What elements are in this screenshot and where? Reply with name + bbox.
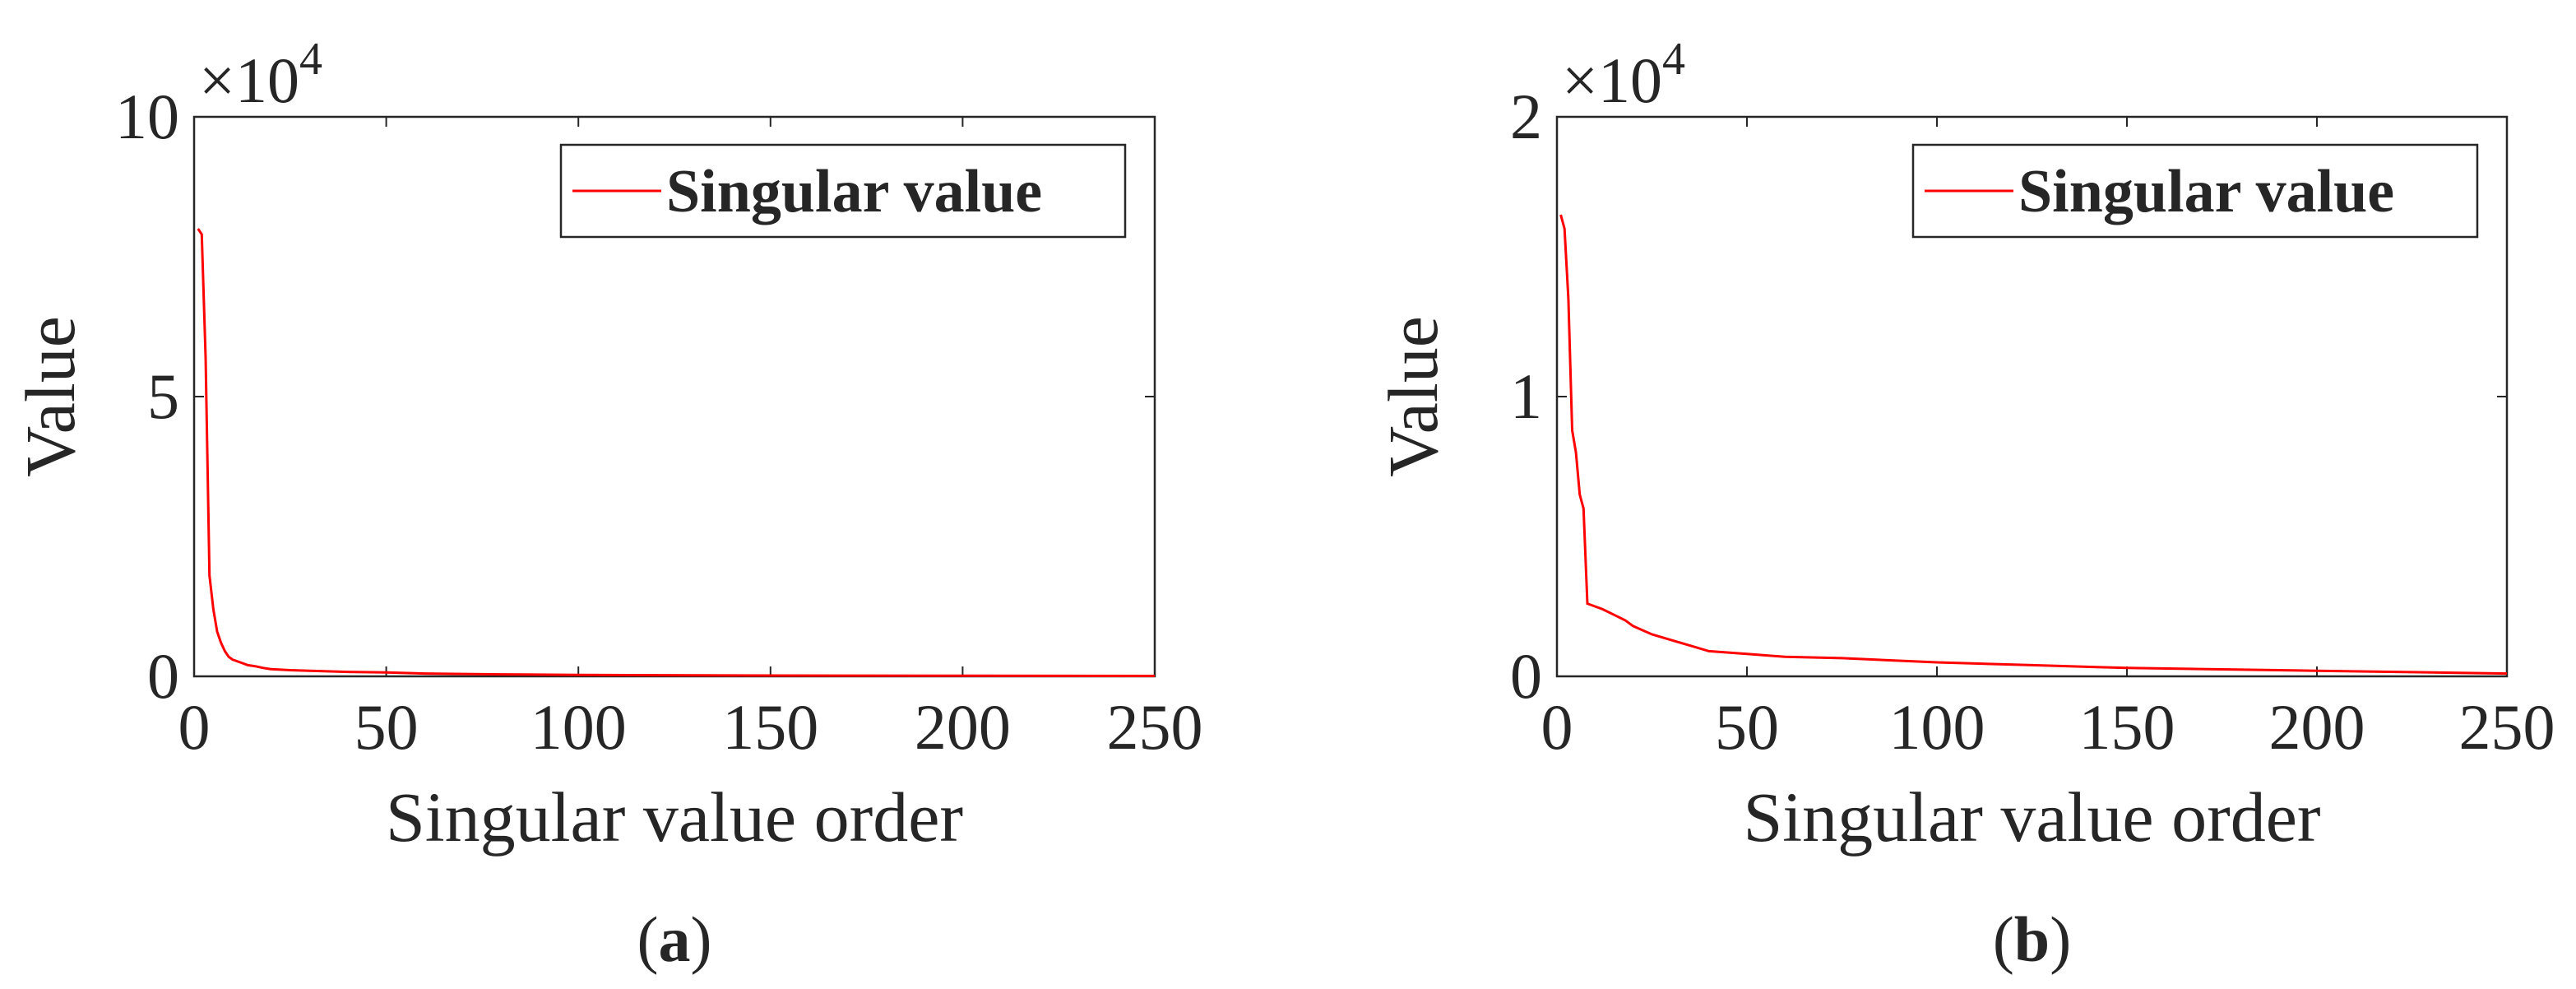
x-tick-label: 0 bbox=[178, 691, 211, 763]
panel-label-letter: b bbox=[2014, 903, 2050, 975]
y-tick-label: 0 bbox=[1510, 640, 1542, 712]
x-tick-label: 0 bbox=[1541, 691, 1573, 763]
x-tick-label: 100 bbox=[530, 691, 627, 763]
y-axis-exponent: ×104 bbox=[199, 34, 322, 116]
x-axis-label: Singular value order bbox=[386, 778, 963, 857]
x-tick-label: 250 bbox=[1107, 691, 1203, 763]
x-axis-label: Singular value order bbox=[1743, 778, 2320, 857]
chart-panel-a: 0 50 100 150 200 250 0 5 10 ×104 Singular value or… bbox=[11, 34, 1203, 975]
x-tick-label: 50 bbox=[1715, 691, 1779, 763]
legend: Singular value bbox=[1911, 143, 2479, 239]
exponent-power: 4 bbox=[1662, 34, 1685, 85]
panel-label: (a) bbox=[637, 903, 712, 975]
panel-label-open: ( bbox=[1993, 903, 2014, 975]
x-tick-label: 200 bbox=[2269, 691, 2365, 763]
x-tick-label: 100 bbox=[1889, 691, 1985, 763]
panel-label: (b) bbox=[1993, 903, 2071, 975]
series-line-0 bbox=[197, 228, 1156, 677]
exponent-power: 4 bbox=[299, 34, 322, 85]
x-tick-label: 50 bbox=[354, 691, 419, 763]
legend-entry: Singular value bbox=[666, 158, 1042, 225]
panel-label-open: ( bbox=[637, 903, 659, 975]
panel-label-close: ) bbox=[2050, 903, 2071, 975]
y-tick-label: 2 bbox=[1510, 81, 1542, 152]
x-tick-label: 150 bbox=[722, 691, 818, 763]
panel-label-close: ) bbox=[691, 903, 712, 975]
series-line-0 bbox=[1559, 214, 2508, 676]
legend-entry: Singular value bbox=[2018, 158, 2394, 225]
y-axis-label: Value bbox=[11, 316, 90, 477]
exponent-base: ×10 bbox=[199, 44, 299, 116]
x-tick-label: 200 bbox=[915, 691, 1011, 763]
x-tick-label: 150 bbox=[2079, 691, 2175, 763]
legend: Singular value bbox=[559, 143, 1127, 239]
y-axis-exponent: ×104 bbox=[1562, 34, 1685, 116]
y-axis-label: Value bbox=[1374, 316, 1452, 477]
chart-panel-b: 0 50 100 150 200 250 0 1 2 ×104 Singular value ord… bbox=[1374, 34, 2555, 975]
panel-label-letter: a bbox=[659, 903, 691, 975]
y-tick-label: 10 bbox=[115, 81, 179, 152]
y-tick-label: 5 bbox=[147, 360, 179, 432]
x-tick-label: 250 bbox=[2459, 691, 2555, 763]
y-tick-label: 0 bbox=[147, 640, 179, 712]
exponent-base: ×10 bbox=[1562, 44, 1662, 116]
y-tick-label: 1 bbox=[1510, 360, 1542, 432]
